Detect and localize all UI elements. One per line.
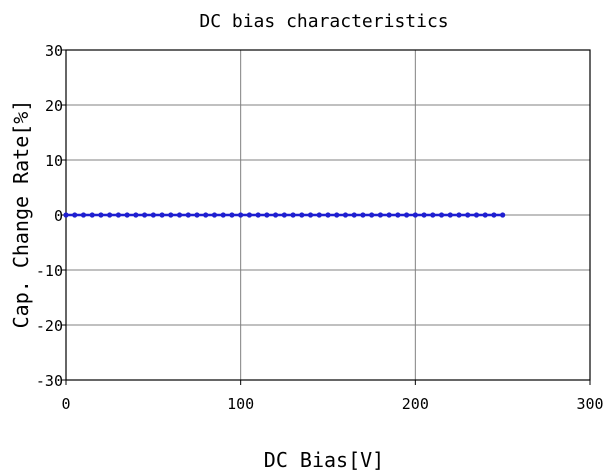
data-point — [307, 212, 314, 218]
data-point — [220, 212, 226, 218]
data-point — [334, 212, 340, 218]
data-point — [229, 212, 235, 218]
data-point — [465, 212, 471, 218]
data-point — [168, 212, 174, 218]
data-point — [273, 212, 279, 218]
data-point — [124, 212, 130, 218]
data-point — [281, 212, 287, 218]
data-point — [203, 212, 209, 218]
data-point — [299, 212, 305, 218]
data-point — [176, 212, 183, 218]
data-point — [107, 212, 113, 218]
data-point — [325, 212, 331, 218]
data-point — [412, 212, 418, 218]
data-point — [115, 212, 121, 218]
x-tick-label: 100 — [227, 395, 254, 413]
x-tick-label: 300 — [576, 395, 603, 413]
data-point — [63, 212, 69, 218]
data-point — [142, 212, 148, 218]
data-point — [150, 212, 156, 218]
data-point — [264, 212, 270, 218]
y-tick-label: 10 — [45, 152, 63, 170]
y-tick-label: 20 — [45, 97, 63, 115]
axis-ticks: 0 100 200 300 -30 -20 -10 0 10 20 30 — [36, 42, 604, 413]
data-point — [342, 212, 349, 218]
data-point — [456, 212, 462, 218]
data-point — [72, 212, 78, 218]
data-point — [316, 212, 322, 218]
data-point — [482, 212, 488, 218]
data-point — [421, 212, 427, 218]
chart-title: DC bias characteristics — [199, 11, 448, 32]
data-point — [377, 212, 383, 218]
data-point — [386, 212, 392, 218]
data-point — [194, 212, 200, 218]
data-point — [290, 212, 296, 218]
y-tick-label: -20 — [36, 317, 63, 335]
data-point — [255, 212, 261, 218]
data-point — [211, 212, 218, 218]
series — [63, 212, 506, 218]
data-point — [98, 212, 104, 218]
data-point — [447, 212, 453, 218]
data-point — [491, 212, 497, 218]
data-point — [395, 212, 401, 218]
data-point — [246, 212, 252, 218]
data-point — [89, 212, 95, 218]
x-axis-label: DC Bias[V] — [264, 448, 384, 472]
x-tick-label: 200 — [402, 395, 429, 413]
data-point — [133, 212, 139, 218]
x-tick-label: 0 — [61, 395, 70, 413]
y-axis-label: Cap. Change Rate[%] — [9, 100, 33, 329]
y-tick-label: 0 — [54, 207, 63, 225]
data-point — [438, 212, 445, 218]
y-tick-label: 30 — [45, 42, 63, 60]
data-point — [430, 212, 436, 218]
data-point — [360, 212, 366, 218]
y-tick-label: -30 — [36, 372, 63, 390]
y-tick-label: -10 — [36, 262, 63, 280]
data-point — [500, 212, 506, 218]
data-point — [473, 212, 480, 218]
data-point — [80, 212, 87, 218]
data-point — [238, 212, 244, 218]
data-point — [351, 212, 357, 218]
data-point — [404, 212, 410, 218]
data-point — [369, 212, 375, 218]
data-point — [185, 212, 191, 218]
data-point — [159, 212, 165, 218]
